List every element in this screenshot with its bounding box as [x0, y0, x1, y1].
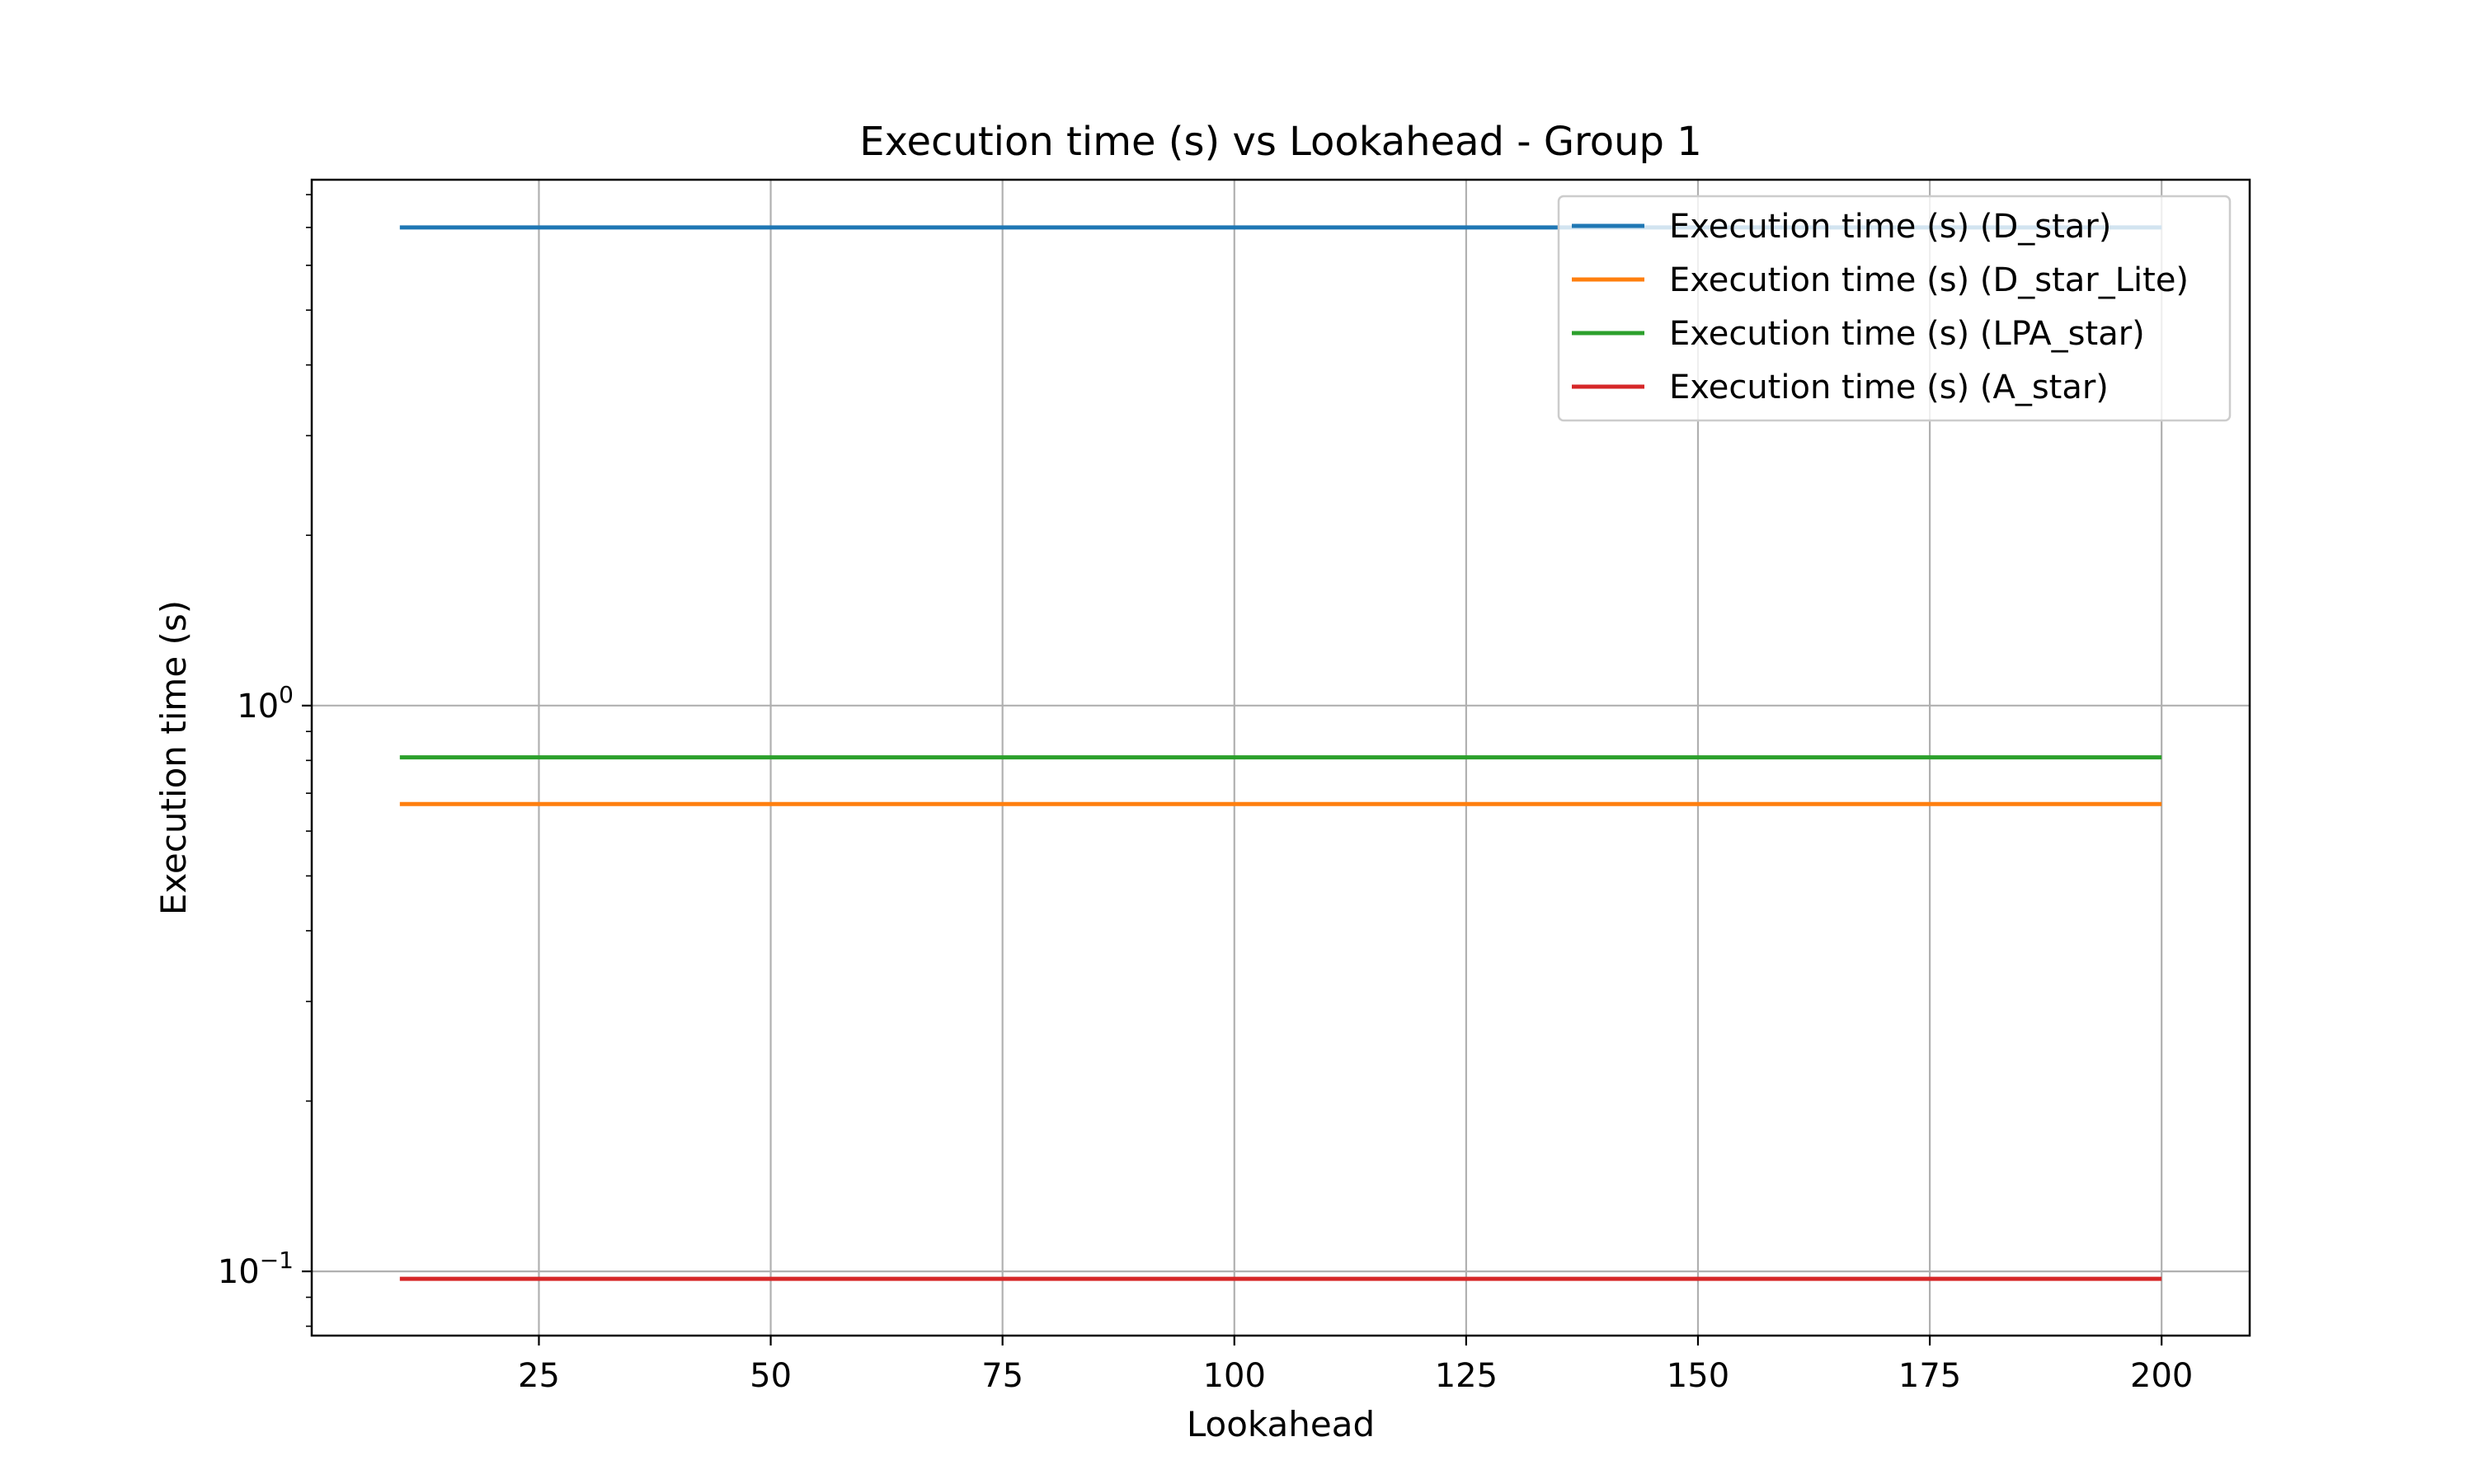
legend-box: [1557, 195, 2232, 422]
series-lines: [399, 225, 2162, 1281]
legend-entry-label: Execution time (s) (A_star): [1669, 369, 2109, 406]
axis-ticks: 25 50 75 100 125 150 175 200 10−1 100: [218, 194, 2193, 1395]
x-tick-label: 125: [1435, 1357, 1498, 1395]
y-tick-label: 100: [237, 681, 294, 726]
x-axis-label: Lookahead: [1187, 1404, 1375, 1444]
x-tick-label: 75: [981, 1357, 1023, 1395]
x-tick-label: 50: [750, 1357, 792, 1395]
legend-entry-label: Execution time (s) (D_star_Lite): [1669, 261, 2189, 299]
legend-entry-label: Execution time (s) (LPA_star): [1669, 315, 2145, 353]
legend-entry-label: Execution time (s) (D_star): [1669, 208, 2111, 246]
x-tick-label: 25: [518, 1357, 560, 1395]
x-tick-label: 200: [2130, 1357, 2193, 1395]
x-tick-label: 175: [1898, 1357, 1961, 1395]
plot-frame: [310, 178, 2251, 1337]
chart-title: Execution time (s) vs Lookahead - Group …: [859, 119, 1702, 165]
y-tick-label: 10−1: [218, 1247, 294, 1291]
legend: Execution time (s) (D_star) Execution tim…: [1557, 195, 2232, 422]
y-axis-label: Execution time (s): [153, 600, 194, 915]
x-tick-label: 150: [1667, 1357, 1729, 1395]
x-tick-label: 100: [1203, 1357, 1266, 1395]
